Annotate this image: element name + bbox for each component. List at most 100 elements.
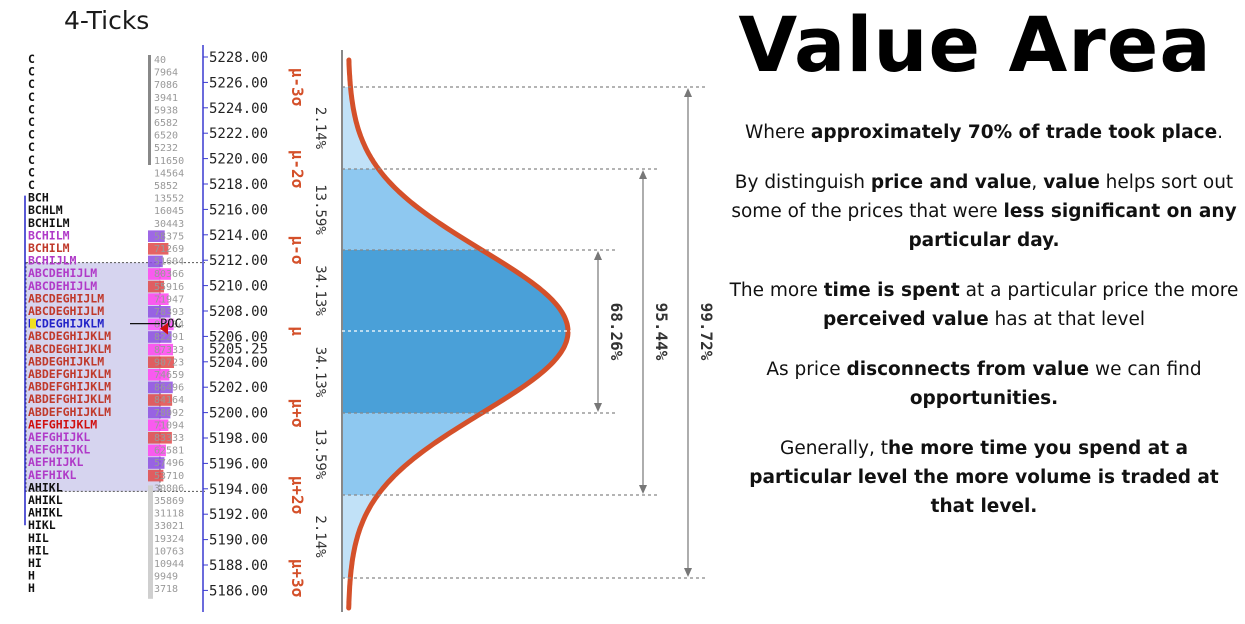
tpo-row-letters: HIL	[28, 543, 49, 557]
band-percent-label: 2.14%	[312, 515, 328, 558]
arrow-down-icon	[594, 403, 602, 412]
poc-marker-square	[30, 318, 36, 329]
volume-bar	[148, 381, 173, 394]
tpo-row-volume: 71947	[154, 294, 184, 305]
tpo-row-letters: C	[28, 90, 35, 104]
tpo-row-letters: ABDEFGHIJKLM	[28, 367, 111, 381]
tpo-row-letters: AEFHIJKL	[28, 455, 83, 469]
price-label: 5226.00	[209, 75, 268, 91]
tpo-row-volume: 5232	[154, 143, 178, 154]
arrow-down-icon	[684, 568, 692, 577]
tpo-row-letters: ABCDEGHIJLM	[28, 304, 104, 318]
tpo-row-volume: 10944	[154, 559, 184, 570]
ticks-title: 4-Ticks	[64, 6, 150, 35]
tpo-row-letters: BCDEGHIJKLM	[28, 317, 104, 331]
price-label: 5196.00	[209, 456, 268, 472]
tpo-profile: C 40 C 7964 C 7086 C 3941 C 5938 C 6582 C 6520 C 5232 C 1…	[24, 52, 205, 599]
tpo-row-letters: C	[28, 140, 35, 154]
price-label: 5220.00	[209, 152, 268, 168]
tpo-row-letters: C	[28, 52, 35, 66]
tpo-row-letters: HIKL	[28, 518, 56, 532]
tpo-row-volume: 6582	[154, 118, 178, 129]
tpo-row-letters: ABDEFGHIJKLM	[28, 392, 111, 406]
sigma-label: μ+2σ	[288, 476, 307, 515]
tpo-row-letters: H	[28, 569, 35, 583]
tpo-row-letters: AHIKL	[28, 506, 63, 520]
tpo-row-volume: 58375	[154, 231, 184, 242]
volume-bar	[148, 243, 169, 255]
tpo-row-letters: ABCDEHIJLM	[28, 279, 97, 293]
price-label: 5204.00	[209, 355, 268, 371]
tpo-row-letters: BCHILM	[28, 228, 70, 242]
tpo-row-volume: 83333	[154, 433, 184, 444]
price-label: 5190.00	[209, 533, 268, 549]
tpo-row-letters: ABCDEHIJLM	[28, 266, 97, 280]
tpo-row-volume: 33021	[154, 521, 184, 532]
price-label: 5194.00	[209, 482, 268, 498]
volume-bar	[148, 469, 164, 482]
volume-bar	[148, 306, 171, 318]
volume-bar	[148, 394, 173, 406]
paragraph-1: Where approximately 70% of trade took pl…	[744, 122, 1224, 143]
tpo-row-letters: C	[28, 153, 35, 167]
bell-curve	[346, 57, 571, 611]
tpo-row-volume: 78393	[154, 307, 184, 318]
price-label: 5224.00	[209, 101, 268, 117]
normal-distribution: μ-3σ μ-2σ μ-σ μ μ+σ μ+2σ μ+3σ 2.14% 13.59% 34.13%…	[288, 50, 716, 612]
sigma-label: μ-σ	[288, 236, 307, 265]
tpo-row-letters: H	[28, 581, 35, 595]
paragraph-4: As price disconnects from value we can f…	[766, 359, 1202, 409]
tpo-row-volume: 87333	[154, 345, 184, 356]
poc-price-label: 5205.25	[209, 341, 268, 357]
price-label: 5192.00	[209, 507, 268, 523]
volume-bar	[148, 230, 165, 242]
sigma-label: μ-2σ	[288, 150, 307, 189]
arrow-up-icon	[594, 251, 602, 260]
tpo-row-letters: C	[28, 128, 35, 142]
tpo-row-volume: 5938	[154, 105, 178, 116]
tpo-row-letters: ABDEGHIJKLM	[28, 354, 104, 368]
paragraph-5: Generally, the more time you spend at a …	[749, 438, 1219, 517]
price-label: 5218.00	[209, 177, 268, 193]
tpo-row-volume: 35869	[154, 496, 184, 507]
tpo-row-letters: AEFGHIJKL	[28, 443, 90, 457]
page-title: Value Area	[738, 0, 1212, 89]
tpo-row-letters: C	[28, 178, 35, 192]
tpo-row-letters: AEFGHIJKL	[28, 430, 90, 444]
tpo-row-volume: 71269	[154, 244, 184, 255]
price-label: 5200.00	[209, 406, 268, 422]
tpo-row-volume: 55916	[154, 282, 184, 293]
volume-bar	[148, 356, 174, 368]
description: Where approximately 70% of trade took pl…	[728, 118, 1240, 542]
sigma-label: μ-3σ	[288, 68, 307, 107]
tpo-row-letters: HI	[28, 556, 42, 570]
volume-bar	[148, 268, 172, 280]
tpo-row-volume: 11650	[154, 156, 184, 167]
volume-bar	[148, 293, 169, 305]
tpo-row-volume: 13552	[154, 194, 184, 205]
volume-bar	[148, 331, 172, 343]
volume-column-marker	[148, 55, 151, 165]
tpo-row-volume: 90723	[154, 357, 184, 368]
tpo-row-volume: 14564	[154, 168, 184, 179]
price-label: 5188.00	[209, 558, 268, 574]
tpo-row-volume: 84164	[154, 395, 184, 406]
price-label: 5198.00	[209, 431, 268, 447]
paragraph-3: The more time is spent at a particular p…	[729, 280, 1239, 330]
volume-bar	[148, 432, 172, 444]
band-percent-label: 13.59%	[312, 429, 328, 480]
tpo-row-volume: 19324	[154, 534, 184, 545]
price-axis: 5228.00 5226.00 5224.00 5222.00 5220.00 5218.…	[202, 45, 268, 612]
tpo-row-volume: 30443	[154, 219, 184, 230]
price-label: 5214.00	[209, 228, 268, 244]
volume-bar	[148, 255, 163, 268]
tpo-row-volume: 74659	[154, 370, 184, 381]
tpo-row-letters: AHIKL	[28, 480, 63, 494]
tpo-row-volume: 7086	[154, 80, 178, 91]
sigma-label: μ+σ	[288, 399, 307, 428]
tpo-row-volume: 16045	[154, 206, 184, 217]
tpo-row-volume: 10763	[154, 546, 184, 557]
tpo-row-letters: C	[28, 102, 35, 116]
tpo-row-letters: AHIKL	[28, 493, 63, 507]
price-label: 5216.00	[209, 202, 268, 218]
